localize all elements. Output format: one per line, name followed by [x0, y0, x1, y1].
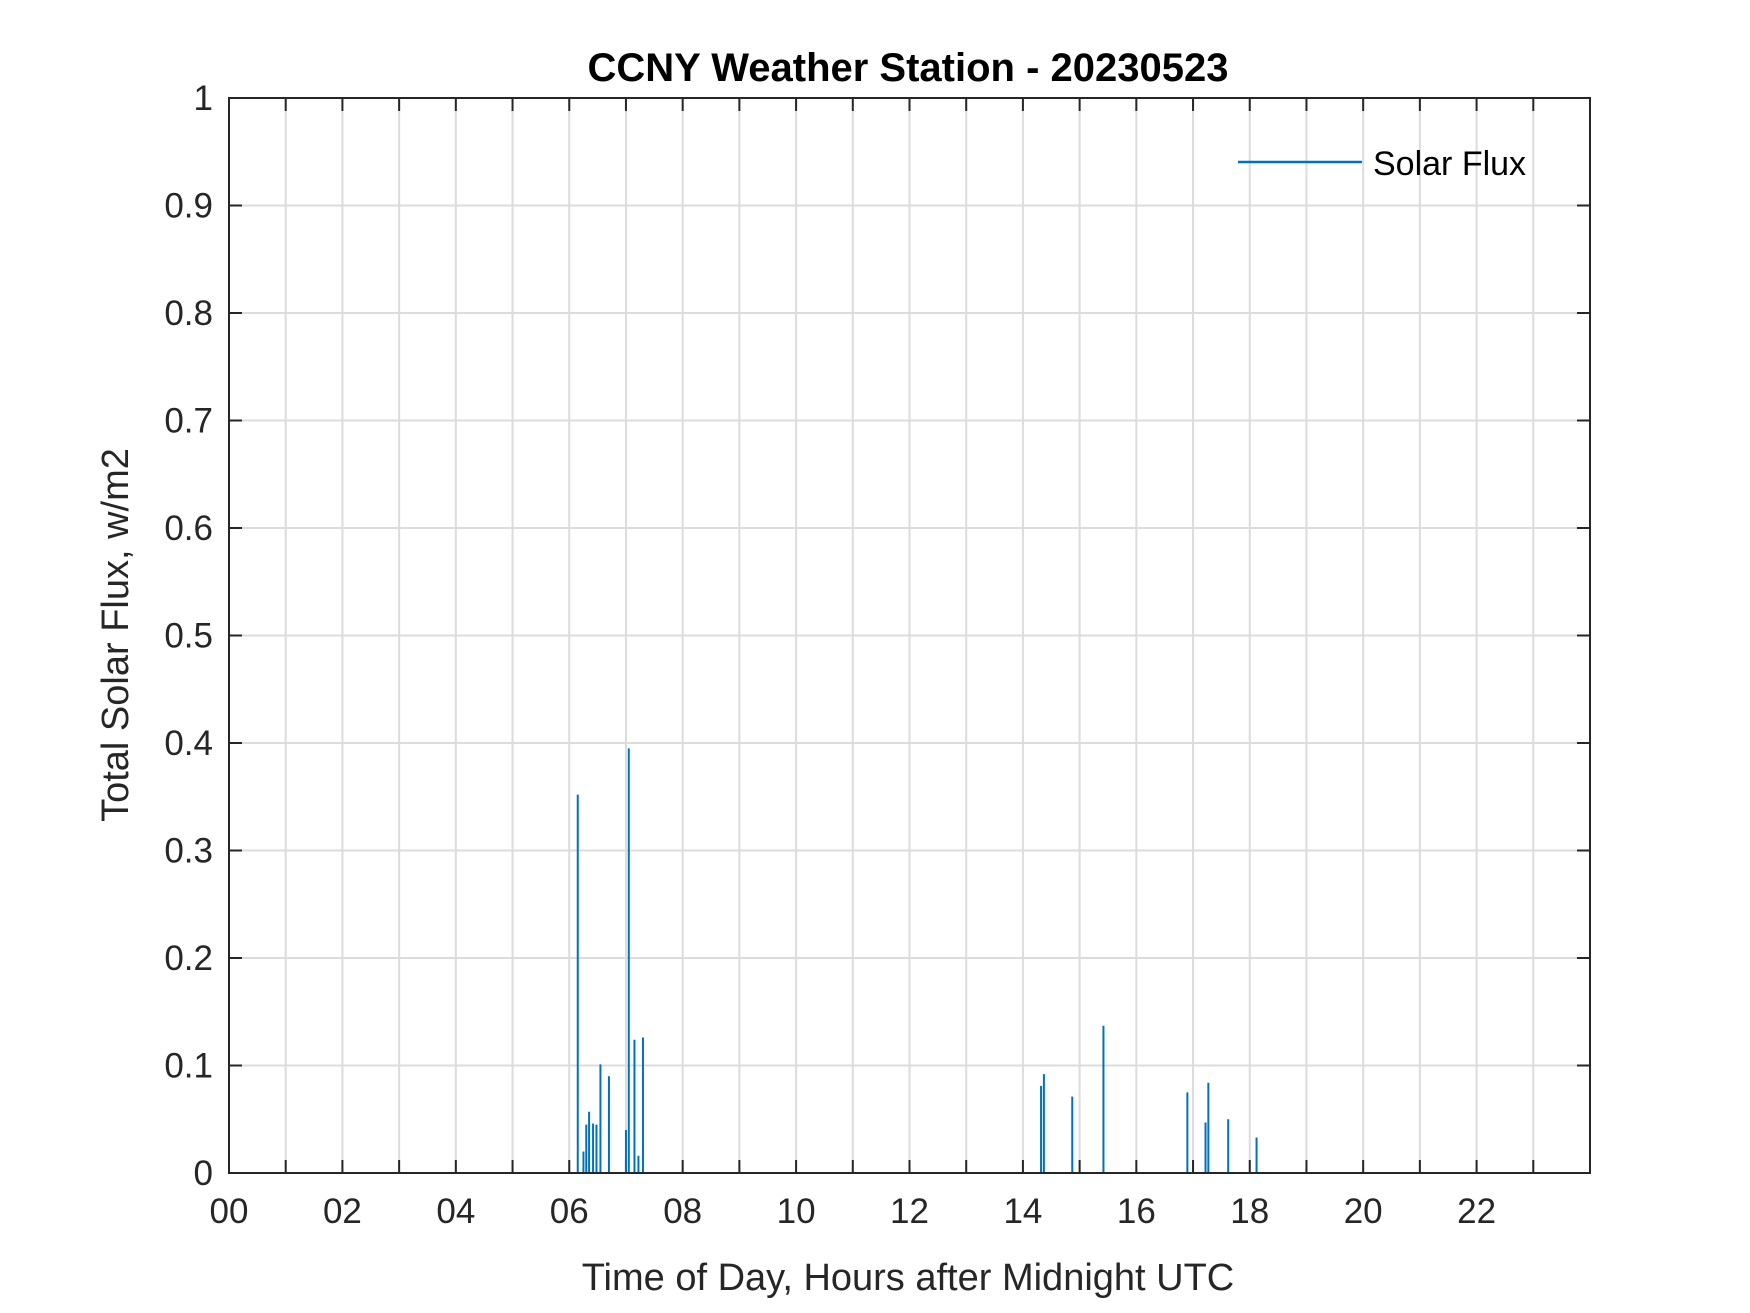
x-tick-label: 00 — [210, 1192, 249, 1231]
y-tick-labels: 0 0.1 0.2 0.3 0.4 0.5 0.6 0.7 0.8 0.9 1 — [164, 79, 213, 1193]
x-tick-label: 22 — [1457, 1192, 1496, 1231]
x-tick-label: 18 — [1230, 1192, 1269, 1231]
y-tick-label: 0.8 — [164, 294, 213, 333]
y-tick-label: 0.3 — [164, 832, 213, 871]
chart-title: CCNY Weather Station - 20230523 — [588, 46, 1229, 90]
x-tick-label: 10 — [777, 1192, 816, 1231]
y-tick-label: 0.6 — [164, 509, 213, 548]
x-tick-label: 02 — [323, 1192, 362, 1231]
legend: Solar Flux — [1238, 145, 1526, 183]
grid-lines — [229, 98, 1590, 1173]
x-tick-label: 16 — [1117, 1192, 1156, 1231]
x-tick-label: 20 — [1344, 1192, 1383, 1231]
x-tick-label: 04 — [436, 1192, 475, 1231]
x-tick-label: 14 — [1003, 1192, 1042, 1231]
y-axis-label: Total Solar Flux, w/m2 — [95, 448, 137, 822]
y-tick-label: 0.4 — [164, 724, 213, 763]
x-axis-label: Time of Day, Hours after Midnight UTC — [582, 1257, 1235, 1299]
x-tick-label: 08 — [663, 1192, 702, 1231]
x-tick-label: 06 — [550, 1192, 589, 1231]
plot-frame — [228, 97, 1591, 1174]
data-series — [576, 748, 1258, 1173]
legend-label-solar-flux: Solar Flux — [1373, 145, 1526, 183]
y-tick-label: 0.5 — [164, 617, 213, 656]
x-tick-labels: 00 02 04 06 08 10 12 14 16 18 20 22 — [210, 1192, 1497, 1231]
x-tick-label: 12 — [890, 1192, 929, 1231]
y-tick-label: 0.1 — [164, 1047, 213, 1086]
y-tick-label: 0.7 — [164, 402, 213, 441]
y-tick-label: 0 — [194, 1154, 213, 1193]
y-tick-label: 0.9 — [164, 187, 213, 226]
y-tick-label: 0.2 — [164, 939, 213, 978]
y-tick-label: 1 — [194, 79, 213, 118]
